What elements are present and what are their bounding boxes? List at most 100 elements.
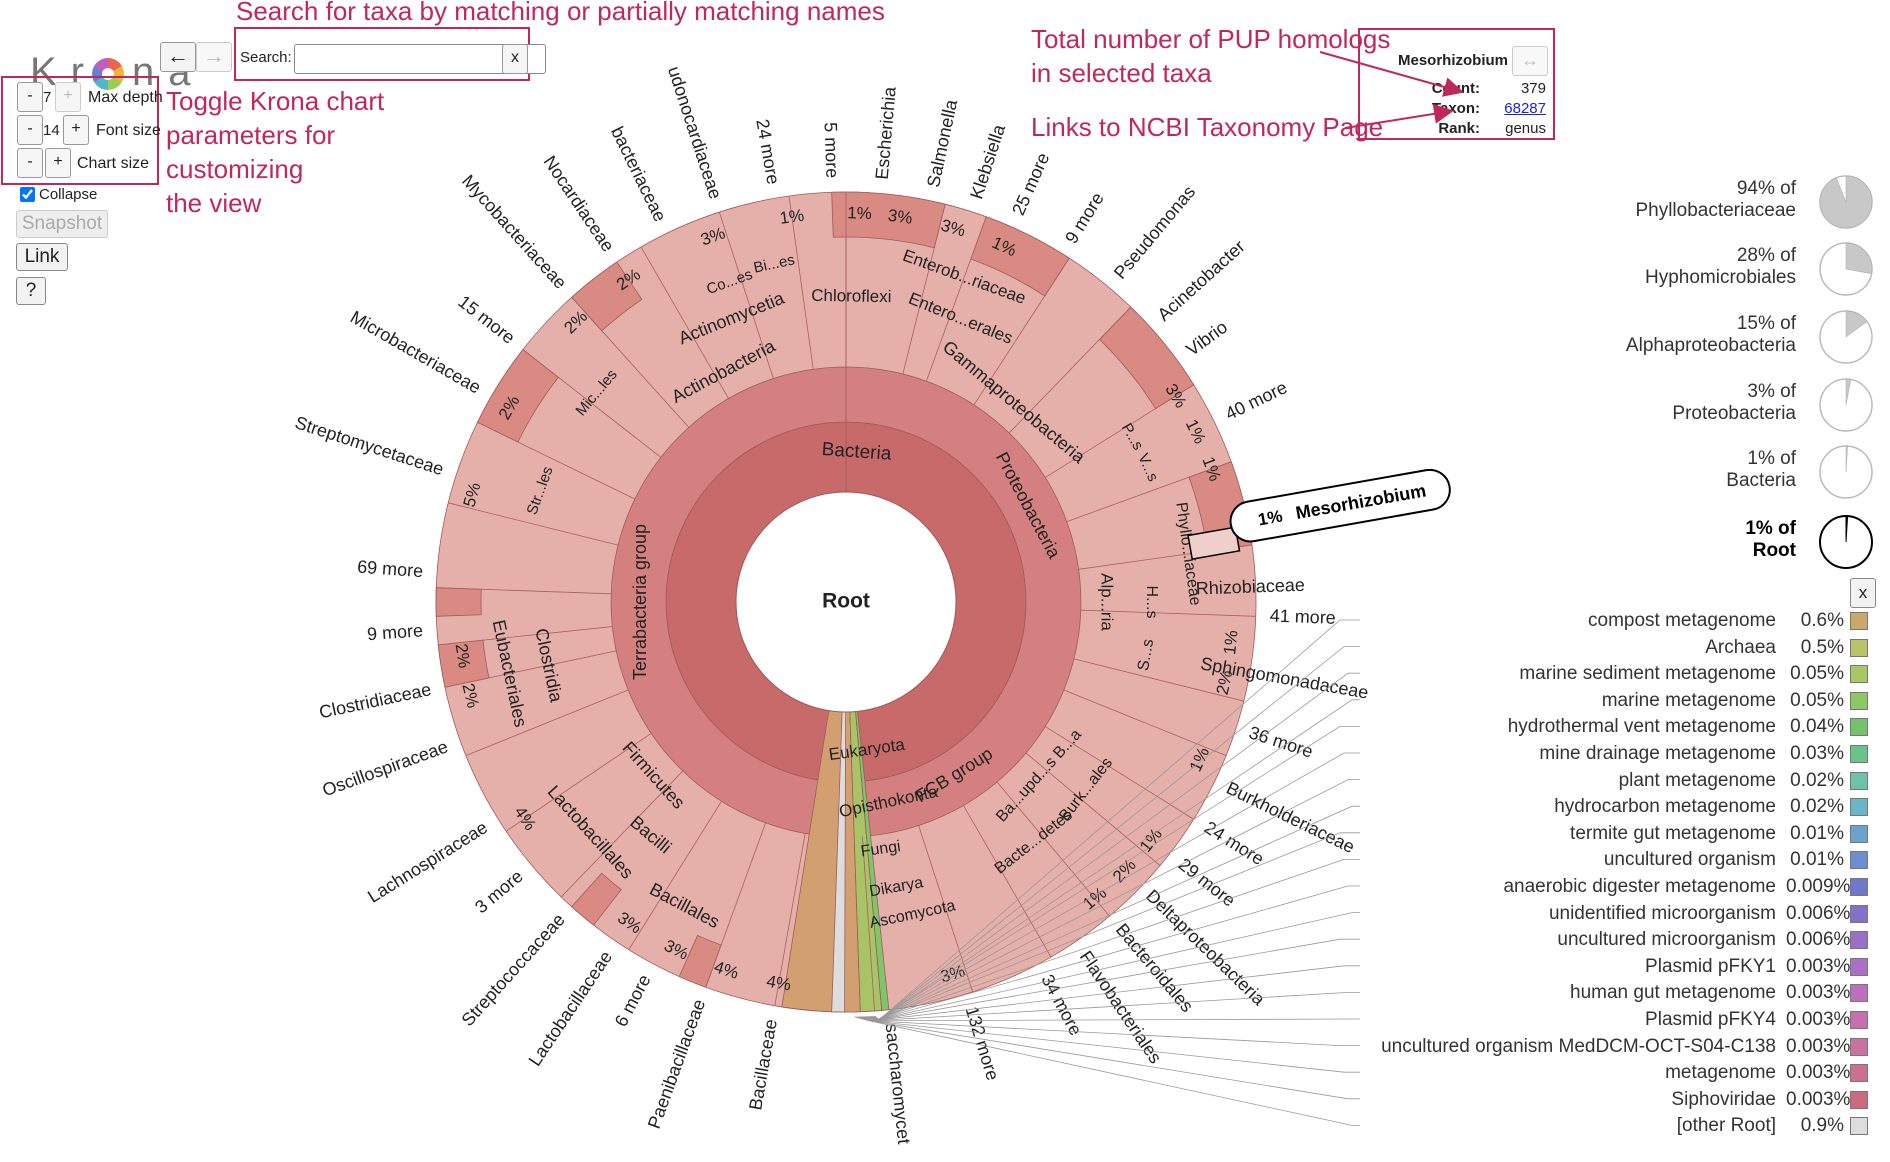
segment-divider xyxy=(465,689,629,756)
lineage-label[interactable]: 1% of Bacteria xyxy=(1556,448,1796,492)
legend-item[interactable]: uncultured organism 0.01% xyxy=(1604,849,1868,871)
root-label: Root xyxy=(822,590,870,613)
legend-item-name: uncultured organism MedDCM-OCT-S04-C138 xyxy=(1381,1035,1776,1057)
legend-item[interactable]: metagenome 0.003% xyxy=(1665,1062,1868,1084)
legend-item[interactable]: Plasmid pFKY1 0.003% xyxy=(1645,956,1868,978)
lineage-name: Phyllobacteriaceae xyxy=(1635,200,1796,221)
taxon-outer-label: 34 more xyxy=(1037,971,1086,1039)
font-size-decrease-button[interactable]: - xyxy=(17,115,43,145)
legend-item-name: Archaea xyxy=(1705,636,1776,658)
lineage-label[interactable]: 15% of Alphaproteobacteria xyxy=(1556,313,1796,357)
taxon-outer-label: 15 more xyxy=(454,291,518,347)
segment-more[interactable] xyxy=(571,872,622,926)
percent-label: 1% xyxy=(1220,629,1241,655)
rank-value: genus xyxy=(1505,120,1546,137)
legend-item[interactable]: hydrocarbon metagenome 0.02% xyxy=(1554,796,1868,818)
legend-leader-line xyxy=(856,1016,1360,1073)
lineage-label[interactable]: 3% of Proteobacteria xyxy=(1556,381,1796,425)
snapshot-button[interactable]: Snapshot xyxy=(16,210,108,238)
lineage-pie-icon[interactable] xyxy=(1816,375,1876,435)
legend-item-pct: 0.9% xyxy=(1800,1115,1844,1137)
legend-item[interactable]: Plasmid pFKY4 0.003% xyxy=(1645,1009,1868,1031)
font-size-increase-button[interactable]: + xyxy=(63,115,89,145)
lineage-pie-slice xyxy=(1845,445,1848,473)
legend-item[interactable]: unidentified microorganism 0.006% xyxy=(1549,903,1868,925)
lineage-pct: 28% of xyxy=(1736,245,1796,266)
lineage-pie-slice xyxy=(1845,310,1868,338)
segment-more[interactable] xyxy=(571,261,643,332)
lineage-pie-icon[interactable] xyxy=(1816,172,1876,232)
lineage-name: Hyphomicrobiales xyxy=(1644,267,1796,288)
legend-item-name: [other Root] xyxy=(1676,1115,1776,1137)
segment-divider xyxy=(571,297,690,428)
legend-item[interactable]: compost metagenome 0.6% xyxy=(1588,610,1868,632)
forward-button[interactable]: → xyxy=(196,42,232,72)
segment-more[interactable] xyxy=(435,587,482,617)
collapse-checkbox[interactable] xyxy=(20,187,35,202)
lineage-pie-icon[interactable] xyxy=(1816,307,1876,367)
legend-close-button[interactable]: x xyxy=(1850,578,1876,608)
chloroflexi-label: Chloroflexi xyxy=(811,286,892,306)
chart-size-decrease-button[interactable]: - xyxy=(17,148,43,178)
mesorhizobium-segment[interactable] xyxy=(1187,526,1241,561)
legend-item-pct: 0.003% xyxy=(1786,1009,1851,1030)
legend-item-pct: 0.003% xyxy=(1786,1088,1851,1110)
percent-label: 1% xyxy=(778,206,805,228)
search-annotation: Search for taxa by matching or partially… xyxy=(236,0,885,26)
legend-item-name: uncultured organism xyxy=(1603,849,1776,871)
taxon-outer-label: Acinetobacter xyxy=(1154,236,1249,325)
legend-swatch xyxy=(1850,745,1868,763)
legend-swatch xyxy=(1850,771,1868,790)
legend-item-name: hydrocarbon metagenome xyxy=(1554,796,1776,818)
legend-item[interactable]: [other Root] 0.9% xyxy=(1677,1115,1868,1137)
count-value: 379 xyxy=(1520,80,1546,97)
lineage-label[interactable]: 28% of Hyphomicrobiales xyxy=(1556,245,1796,289)
lineage-pie-icon[interactable] xyxy=(1816,442,1876,502)
lineage-pie-icon[interactable] xyxy=(1816,239,1876,299)
legend-item[interactable]: uncultured microorganism 0.006% xyxy=(1557,929,1868,951)
lineage-label[interactable]: 94% of Phyllobacteriaceae xyxy=(1556,178,1796,222)
alphaproteobacteria-label: Alp...ria xyxy=(1098,573,1117,631)
collapse-toggle[interactable]: Collapse xyxy=(20,186,97,203)
legend-item[interactable]: marine metagenome 0.05% xyxy=(1602,690,1868,712)
percent-label: 2% xyxy=(1213,668,1237,696)
legend-leader-line xyxy=(871,699,1360,1021)
legend-item[interactable]: Archaea 0.5% xyxy=(1705,637,1868,659)
back-button[interactable]: ← xyxy=(160,42,196,72)
legend-item[interactable]: mine drainage metagenome 0.03% xyxy=(1539,743,1868,765)
legend-item[interactable]: Siphoviridae 0.003% xyxy=(1671,1089,1868,1111)
legend-swatch xyxy=(1850,824,1868,843)
details-toggle-button[interactable]: ↔ xyxy=(1512,46,1548,76)
max-depth-decrease-button[interactable]: - xyxy=(17,82,43,112)
legend-item[interactable]: termite gut metagenome 0.01% xyxy=(1570,823,1868,845)
segment-divider xyxy=(640,246,729,399)
lineage-pie-icon[interactable] xyxy=(1816,512,1876,572)
root-node[interactable] xyxy=(735,491,957,713)
max-depth-increase-button[interactable]: + xyxy=(55,82,81,112)
mesorhizobium-pill[interactable] xyxy=(1227,467,1453,545)
link-button[interactable]: Link xyxy=(16,243,68,271)
count-annotation-line: in selected taxa xyxy=(1031,58,1212,88)
legend-item[interactable]: plant metagenome 0.02% xyxy=(1619,770,1868,792)
legend-item[interactable]: anaerobic digester metagenome 0.009% xyxy=(1503,876,1868,898)
segment-more[interactable] xyxy=(678,934,722,988)
segment-divider xyxy=(1063,689,1227,756)
legend-item-pct: 0.05% xyxy=(1790,663,1844,685)
legend-swatch xyxy=(1850,691,1868,710)
help-button[interactable]: ? xyxy=(16,277,46,305)
segment-terrabacteria[interactable] xyxy=(610,366,847,838)
taxon-link[interactable]: 68287 xyxy=(1504,100,1546,117)
legend-item[interactable]: hydrothermal vent metagenome 0.04% xyxy=(1508,716,1868,738)
lineage-label[interactable]: 1% of Root xyxy=(1556,518,1796,562)
lineage-pie-slice xyxy=(1845,242,1873,275)
segment-divider xyxy=(522,349,662,458)
legend-item[interactable]: uncultured organism MedDCM-OCT-S04-C138 0… xyxy=(1381,1036,1868,1058)
search-clear-button[interactable]: x xyxy=(502,44,528,74)
legend-item[interactable]: marine sediment metagenome 0.05% xyxy=(1519,663,1868,685)
legend-item-name: compost metagenome xyxy=(1588,610,1776,631)
bacteria-label: Bacteria xyxy=(821,439,892,465)
legend-item-name: plant metagenome xyxy=(1618,769,1776,791)
chart-size-increase-button[interactable]: + xyxy=(45,148,71,178)
legend-item[interactable]: human gut metagenome 0.003% xyxy=(1570,982,1868,1004)
